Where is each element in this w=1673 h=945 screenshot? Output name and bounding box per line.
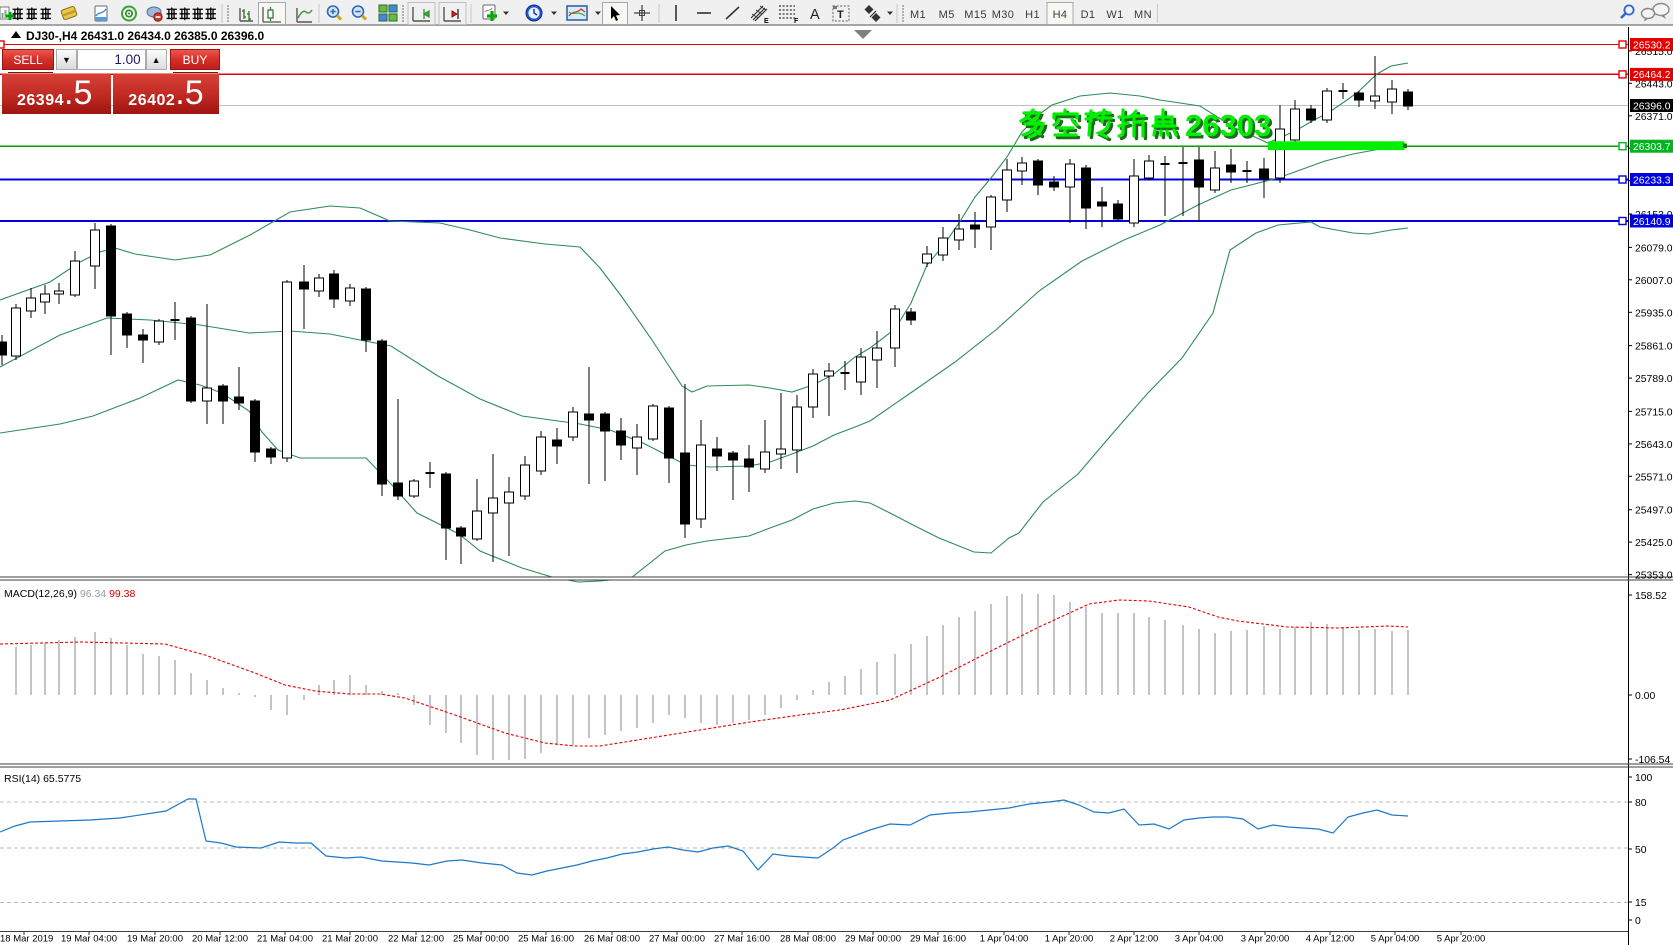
svg-text:26303: 26303: [1185, 108, 1271, 143]
svg-text:3 Apr 20:00: 3 Apr 20:00: [1241, 934, 1290, 945]
svg-text:E: E: [764, 18, 769, 25]
svg-text:28 Mar 08:00: 28 Mar 08:00: [780, 934, 836, 945]
svg-text:26396.0: 26396.0: [1633, 101, 1671, 112]
svg-text:25861.0: 25861.0: [1635, 342, 1673, 353]
svg-text:MACD(12,26,9) 96.34 99.38: MACD(12,26,9) 96.34 99.38: [4, 588, 135, 600]
svg-text:26140.9: 26140.9: [1633, 217, 1671, 228]
svg-text:25 Mar 00:00: 25 Mar 00:00: [453, 934, 509, 945]
svg-text:MN: MN: [1134, 9, 1152, 21]
svg-text:0.00: 0.00: [1635, 691, 1655, 702]
svg-text:0: 0: [1635, 916, 1641, 927]
svg-text:20 Mar 12:00: 20 Mar 12:00: [192, 934, 248, 945]
svg-text:F: F: [794, 18, 799, 25]
svg-text:27 Mar 00:00: 27 Mar 00:00: [649, 934, 705, 945]
svg-text:26515.0: 26515.0: [1635, 47, 1673, 58]
svg-text:100: 100: [1635, 773, 1653, 784]
svg-text:25425.0: 25425.0: [1635, 538, 1673, 549]
svg-text:19 Mar 20:00: 19 Mar 20:00: [127, 934, 183, 945]
svg-text:25935.0: 25935.0: [1635, 308, 1673, 319]
svg-text:M30: M30: [992, 9, 1015, 21]
svg-text:3 Apr 04:00: 3 Apr 04:00: [1175, 934, 1224, 945]
svg-text:80: 80: [1635, 798, 1647, 809]
svg-text:1 Apr 04:00: 1 Apr 04:00: [980, 934, 1029, 945]
svg-text:29 Mar 00:00: 29 Mar 00:00: [845, 934, 901, 945]
svg-text:RSI(14) 65.5775: RSI(14) 65.5775: [4, 773, 81, 785]
svg-text:25643.0: 25643.0: [1635, 440, 1673, 451]
svg-text:19 Mar 04:00: 19 Mar 04:00: [61, 934, 117, 945]
svg-text:D1: D1: [1081, 9, 1096, 21]
svg-text:26443.0: 26443.0: [1635, 79, 1673, 90]
svg-text:-106.54: -106.54: [1635, 755, 1670, 766]
svg-text:25715.0: 25715.0: [1635, 407, 1673, 418]
svg-text:H4: H4: [1053, 9, 1068, 21]
svg-text:M1: M1: [910, 9, 926, 21]
svg-text:21 Mar 04:00: 21 Mar 04:00: [257, 934, 313, 945]
svg-text:26233.3: 26233.3: [1633, 175, 1671, 186]
svg-text:50: 50: [1635, 845, 1647, 856]
svg-text:5 Apr 20:00: 5 Apr 20:00: [1437, 934, 1486, 945]
svg-text:26530.2: 26530.2: [1633, 40, 1671, 51]
svg-text:W1: W1: [1106, 9, 1123, 21]
svg-text:M15: M15: [964, 9, 987, 21]
svg-text:158.52: 158.52: [1635, 591, 1667, 602]
svg-text:26079.0: 26079.0: [1635, 243, 1673, 254]
svg-text:21 Mar 20:00: 21 Mar 20:00: [322, 934, 378, 945]
svg-text:25353.0: 25353.0: [1635, 571, 1673, 582]
svg-text:M5: M5: [939, 9, 955, 21]
svg-text:5 Apr 04:00: 5 Apr 04:00: [1371, 934, 1420, 945]
svg-text:29 Mar 16:00: 29 Mar 16:00: [910, 934, 966, 945]
svg-text:22 Mar 12:00: 22 Mar 12:00: [388, 934, 444, 945]
svg-text:1 Apr 20:00: 1 Apr 20:00: [1045, 934, 1094, 945]
svg-text:2 Apr 12:00: 2 Apr 12:00: [1110, 934, 1159, 945]
svg-text:26464.2: 26464.2: [1633, 70, 1671, 81]
svg-text:25789.0: 25789.0: [1635, 374, 1673, 385]
svg-text:DJ30-,H4 26431.0 26434.0 2638: DJ30-,H4 26431.0 26434.0 26385.0 26396.0: [26, 29, 265, 43]
svg-text:18 Mar 2019: 18 Mar 2019: [0, 934, 53, 945]
svg-text:26371.0: 26371.0: [1635, 112, 1673, 123]
svg-text:26303: 26303: [1188, 111, 1274, 146]
svg-text:15: 15: [1635, 898, 1647, 909]
svg-text:H1: H1: [1025, 9, 1040, 21]
svg-text:25571.0: 25571.0: [1635, 472, 1673, 483]
svg-text:A: A: [810, 7, 820, 23]
svg-text:26007.0: 26007.0: [1635, 276, 1673, 287]
svg-text:27 Mar 16:00: 27 Mar 16:00: [714, 934, 770, 945]
svg-text:25497.0: 25497.0: [1635, 506, 1673, 517]
svg-text:4 Apr 12:00: 4 Apr 12:00: [1306, 934, 1355, 945]
svg-text:26 Mar 08:00: 26 Mar 08:00: [584, 934, 640, 945]
svg-text:26303.7: 26303.7: [1633, 142, 1671, 153]
svg-text:25 Mar 16:00: 25 Mar 16:00: [518, 934, 574, 945]
svg-text:T: T: [837, 9, 844, 21]
